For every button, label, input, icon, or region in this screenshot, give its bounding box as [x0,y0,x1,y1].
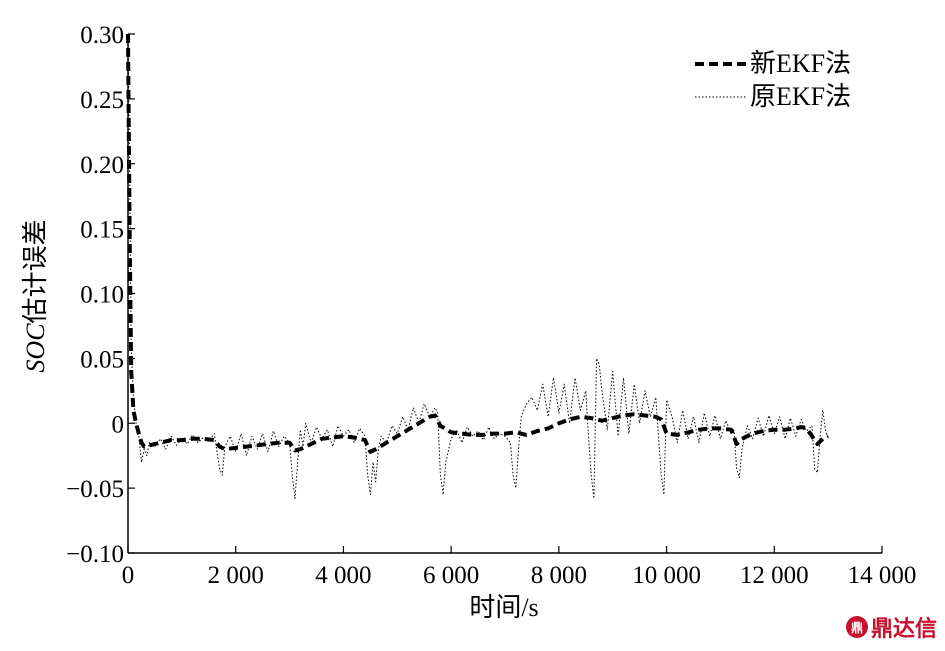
x-tick-label: 12 000 [740,562,809,589]
y-tick-label: 0 [112,411,125,438]
x-tick-label: 4 000 [315,562,371,589]
watermark-icon: 鼎 [845,616,868,638]
axes [127,34,882,554]
watermark-logo: 鼎 鼎达信 [845,611,937,643]
y-axis-title-rest: 估计误差 [21,219,50,323]
y-tick-label: 0.30 [80,22,124,49]
y-tick-label: 0.20 [80,152,124,179]
y-tick-label: 0.15 [80,217,124,244]
x-axis-title: 时间/s [469,593,538,622]
y-axis-title-italic: SOC [21,323,50,373]
x-tick-label: 0 [122,562,135,589]
x-tick-label: 14 000 [848,562,917,589]
series-line-original-ekf [127,33,829,499]
y-tick-label: −0.10 [66,541,124,568]
legend-label: 原EKF法 [750,82,851,111]
x-tick-label: 8 000 [531,562,587,589]
y-tick-label: 0.25 [80,87,124,114]
x-tick-label: 10 000 [632,562,701,589]
y-tick-label: −0.05 [66,476,124,503]
x-tick-label: 2 000 [208,562,264,589]
y-tick-label: 0.05 [80,346,124,373]
watermark-text: 鼎达信 [870,617,937,642]
y-axis-title: SOC估计误差 [21,219,50,372]
ticks: 0 2 000 4 000 6 000 8 000 10 000 12 000 14 000 −… [66,22,916,589]
y-tick-label: 0.10 [80,282,124,309]
series-layer [126,33,829,499]
x-tick-label: 6 000 [423,562,479,589]
legend-label: 新EKF法 [750,49,851,78]
series-line-new-ekf [126,33,829,454]
